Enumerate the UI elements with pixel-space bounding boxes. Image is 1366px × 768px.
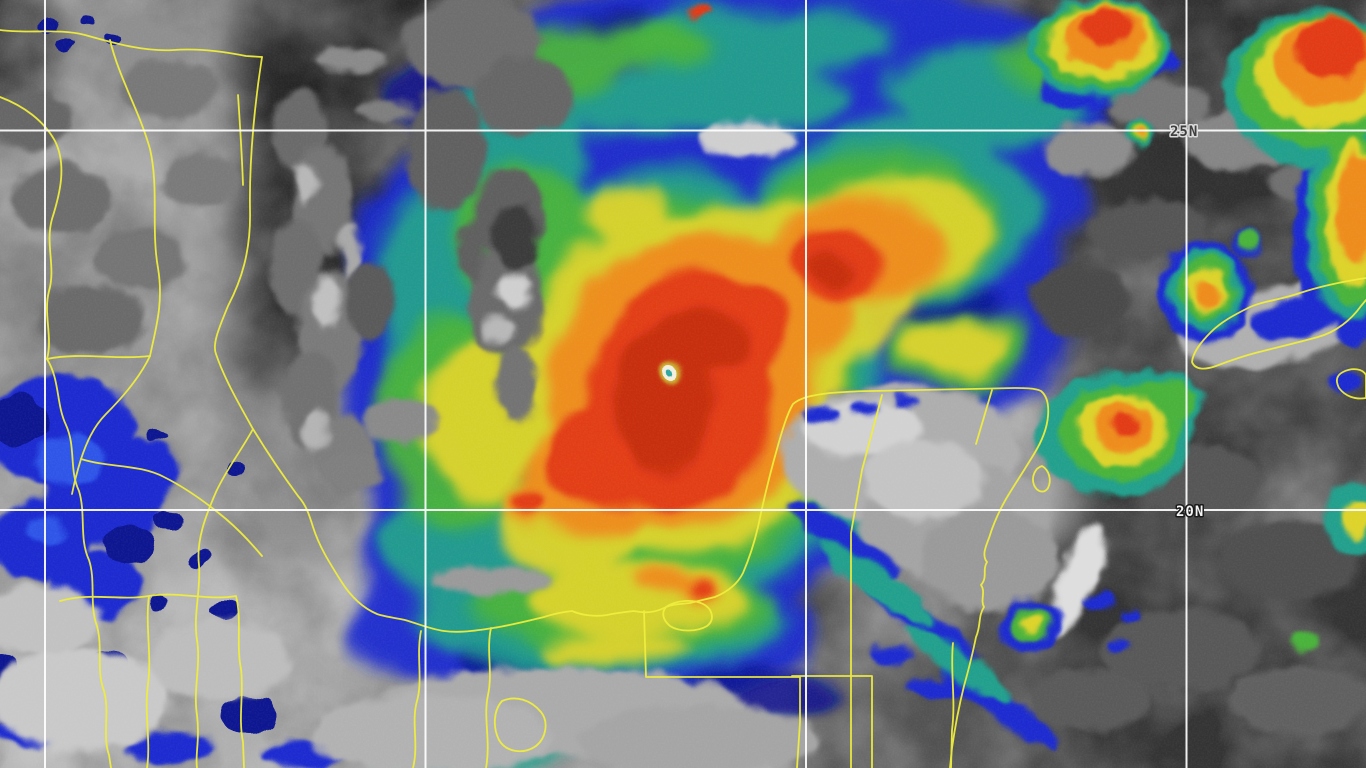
- state-border-7: [59, 593, 245, 768]
- latitude-labels: 25N 20N: [1169, 123, 1205, 522]
- state-border-loop: [493, 697, 547, 753]
- state-border-2: [71, 355, 151, 495]
- state-border-5: [80, 458, 263, 557]
- border-guatemala-2: [950, 642, 955, 768]
- cozumel-outline: [1032, 465, 1051, 493]
- state-border-8: [145, 595, 151, 768]
- political-boundaries: [0, 29, 1366, 768]
- border-rio-grande: [0, 29, 263, 58]
- state-border-campeche: [850, 394, 883, 768]
- state-border-4: [46, 355, 151, 360]
- coastline-gulf-yucatan: [214, 56, 1050, 768]
- state-border-6: [194, 428, 254, 768]
- laguna-terminos-outline: [662, 600, 713, 632]
- state-border-10: [485, 627, 492, 768]
- state-border-3: [109, 39, 161, 357]
- state-border-yucatan: [975, 389, 993, 445]
- state-border-11: [643, 610, 801, 768]
- state-border-9: [412, 630, 422, 768]
- cuba-outline: [1191, 277, 1366, 370]
- border-guatemala-1: [791, 675, 873, 768]
- laguna-madre-line: [237, 94, 244, 186]
- state-border-1: [0, 96, 112, 768]
- isla-juventud-outline: [1336, 368, 1366, 400]
- latitude-label-20n: 20N: [1176, 504, 1204, 520]
- latitude-label-25n: 25N: [1170, 124, 1198, 140]
